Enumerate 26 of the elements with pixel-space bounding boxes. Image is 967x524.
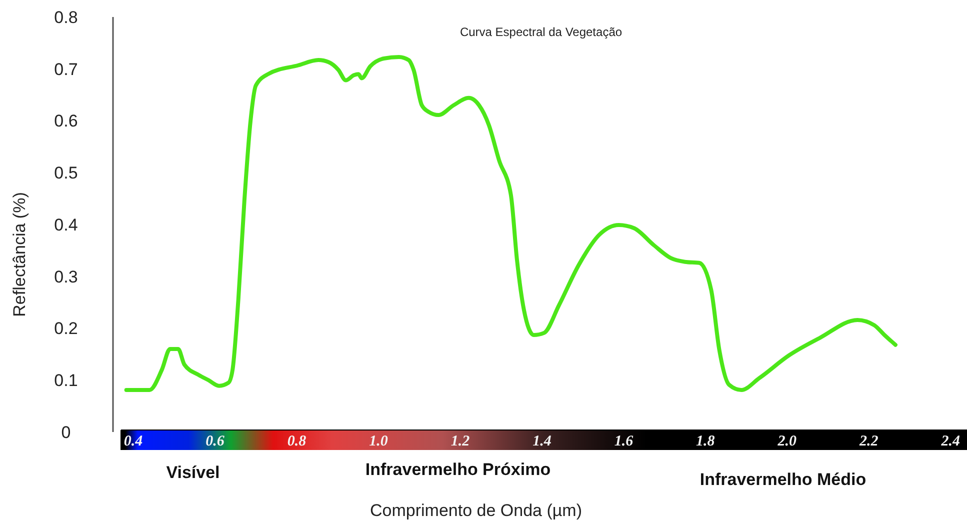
x-tick-label: 0.8 (287, 433, 307, 450)
text: Curva Espectral da Vegetação (460, 25, 622, 39)
y-tick-label: 0.1 (54, 371, 78, 390)
text: Infravermelho Próximo (365, 460, 551, 479)
y-tick-label: 0.7 (54, 60, 78, 79)
y-tick-label: 0.3 (54, 267, 78, 286)
y-axis-title: Reflectância (%) (10, 192, 29, 317)
text: Visível (166, 463, 220, 482)
x-tick-label: 2.2 (858, 433, 879, 450)
x-tick-label: 1.4 (532, 433, 552, 450)
y-tick-label: 0.5 (54, 164, 78, 183)
y-tick-label: 0.6 (54, 112, 78, 131)
x-tick-label: 2.4 (940, 433, 961, 450)
x-tick-label: 1.0 (369, 433, 388, 450)
x-tick-label: 1.6 (614, 433, 634, 450)
text: Infravermelho Médio (700, 470, 866, 489)
x-tick-label: 1.2 (450, 433, 470, 450)
y-tick-label: 0.2 (54, 319, 78, 338)
y-tick-label: 0 (61, 422, 71, 442)
y-tick-label: 0.8 (54, 8, 78, 27)
line-series (124, 54, 898, 392)
x-axis-title: Comprimento de Onda (µm) (370, 501, 582, 520)
x-tick-label: 2.0 (776, 433, 798, 450)
x-tick-label: 1.8 (696, 433, 716, 450)
y-tick-label: 0.4 (54, 215, 78, 234)
x-tick-label: 0.6 (206, 433, 225, 450)
